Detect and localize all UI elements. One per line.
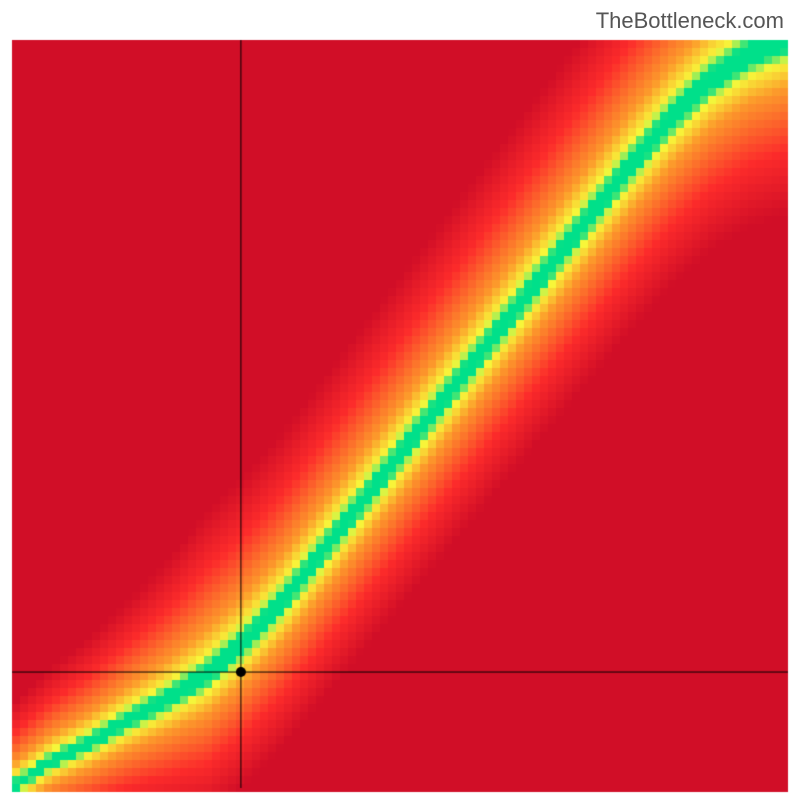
bottleneck-heatmap xyxy=(0,0,800,800)
watermark-text: TheBottleneck.com xyxy=(596,8,784,34)
